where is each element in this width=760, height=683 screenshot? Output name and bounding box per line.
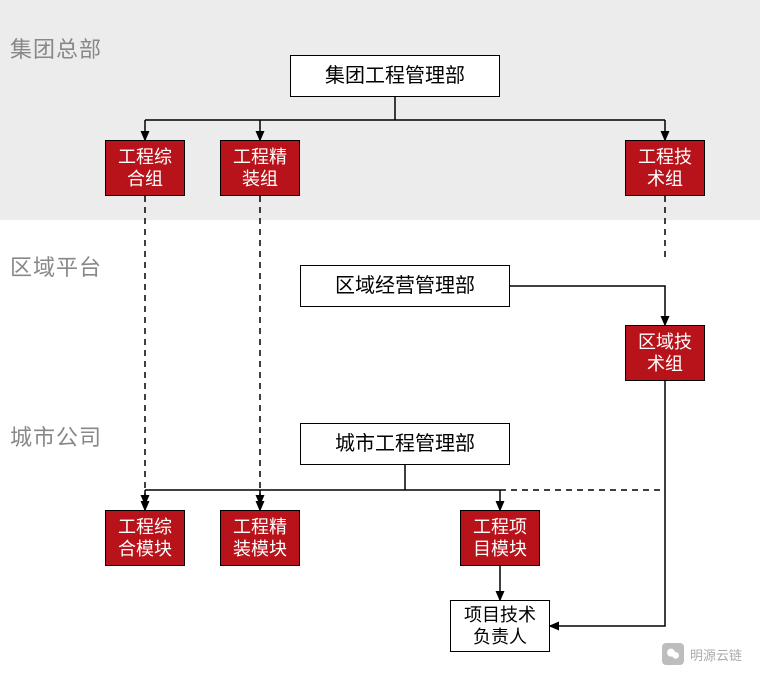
node-eng-compre-grp: 工程综合组: [105, 140, 185, 196]
node-label: 城市工程管理部: [335, 432, 475, 457]
node-eng-compre-mod: 工程综合模块: [105, 510, 185, 566]
region-label-hq: 集团总部: [10, 32, 102, 64]
node-city-eng-mgmt: 城市工程管理部: [300, 423, 510, 465]
node-label: 区域经营管理部: [335, 274, 475, 299]
node-label: 集团工程管理部: [325, 64, 465, 89]
node-label: 工程综合模块: [118, 516, 172, 561]
region-label-city: 城市公司: [10, 420, 102, 452]
node-label: 区域技术组: [638, 331, 692, 376]
node-label: 工程项目模块: [473, 516, 527, 561]
watermark-text: 明源云链: [690, 645, 742, 664]
node-label: 工程技术组: [638, 146, 692, 191]
node-eng-tech-grp: 工程技术组: [625, 140, 705, 196]
node-region-tech-grp: 区域技术组: [625, 325, 705, 381]
region-label-platform: 区域平台: [10, 250, 102, 282]
wechat-icon: [662, 643, 684, 665]
watermark: 明源云链: [662, 643, 742, 665]
node-eng-proj-mod: 工程项目模块: [460, 510, 540, 566]
node-eng-fitout-grp: 工程精装组: [220, 140, 300, 196]
node-proj-tech-lead: 项目技术负责人: [450, 600, 550, 652]
node-label: 工程精装组: [233, 146, 287, 191]
node-label: 工程综合组: [118, 146, 172, 191]
node-group-eng-mgmt: 集团工程管理部: [290, 55, 500, 97]
node-label: 项目技术负责人: [464, 604, 536, 649]
node-eng-fitout-mod: 工程精装模块: [220, 510, 300, 566]
node-region-ops-mgmt: 区域经营管理部: [300, 265, 510, 307]
node-label: 工程精装模块: [233, 516, 287, 561]
